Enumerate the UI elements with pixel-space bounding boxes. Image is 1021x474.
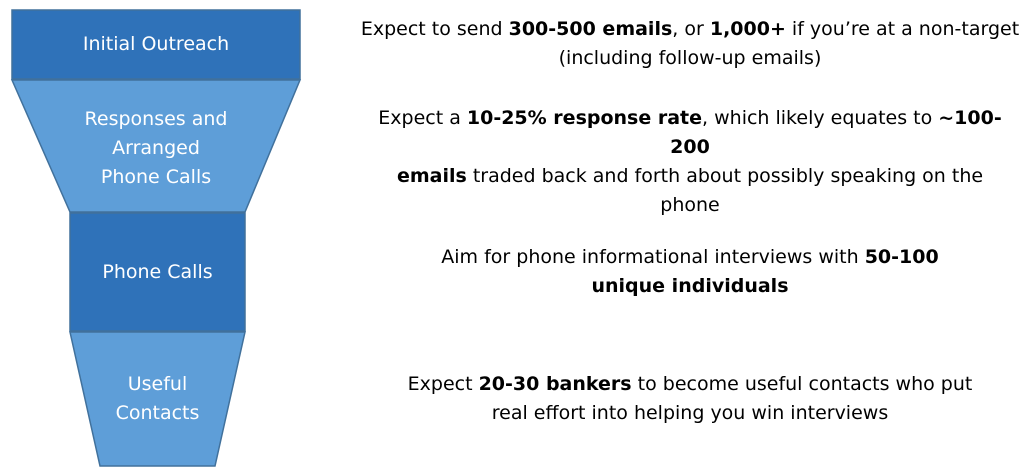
description-4: Expect 20-30 bankers to become useful co… xyxy=(360,370,1020,428)
description-3-line-2: unique individuals xyxy=(360,272,1020,301)
text-segment: Expect xyxy=(407,373,479,395)
funnel-stage-2-line-1: Responses and xyxy=(84,107,228,130)
text-segment: , which likely equates to xyxy=(702,107,939,129)
text-segment: Expect a xyxy=(378,107,467,129)
emphasis-text: 20-30 bankers xyxy=(478,373,632,395)
funnel-stage-1-line-1: Initial Outreach xyxy=(82,33,230,55)
description-1-line-1: Expect to send 300-500 emails, or 1,000+… xyxy=(360,15,1020,44)
description-2: Expect a 10-25% response rate, which lik… xyxy=(360,104,1020,220)
funnel-stage-2-line-3: Phone Calls xyxy=(100,165,212,188)
description-3: Aim for phone informational interviews w… xyxy=(360,243,1020,301)
text-segment: Expect to send xyxy=(360,18,509,40)
funnel-stage-4-label: Useful Contacts xyxy=(70,332,245,468)
text-segment: if you’re at a non-target xyxy=(785,18,1020,40)
funnel-stage-3-line-1: Phone Calls xyxy=(102,260,213,283)
funnel-stage-2-label: Responses and Arranged Phone Calls xyxy=(12,80,300,214)
emphasis-text: 10-25% response rate xyxy=(466,107,703,129)
funnel-stage-3-label: Phone Calls xyxy=(70,213,245,331)
text-segment: traded back and forth about possibly spe… xyxy=(466,165,984,187)
emphasis-text: 50-100 xyxy=(864,246,939,268)
description-1: Expect to send 300-500 emails, or 1,000+… xyxy=(360,15,1020,73)
emphasis-text: 1,000+ xyxy=(709,18,786,40)
funnel-stage-4-line-1: Useful xyxy=(127,373,188,395)
emphasis-text: unique individuals xyxy=(591,275,789,297)
funnel-stage-4-shape xyxy=(69,331,246,467)
funnel-stage-2-line-2: Arranged xyxy=(112,136,200,159)
funnel-stage-1-label: Initial Outreach xyxy=(12,10,300,79)
description-2-line-3: phone xyxy=(660,194,720,216)
description-2-line-1: Expect a 10-25% response rate, which lik… xyxy=(360,104,1020,162)
description-1-line-2: (including follow-up emails) xyxy=(558,47,822,69)
description-4-line-2: real effort into helping you win intervi… xyxy=(491,402,889,424)
funnel-stage-3-shape xyxy=(69,212,246,332)
description-3-line-1: Aim for phone informational interviews w… xyxy=(360,243,1020,272)
emphasis-text: emails xyxy=(396,165,467,187)
text-segment: , or xyxy=(672,18,710,40)
funnel-stage-4-line-2: Contacts xyxy=(115,402,200,424)
funnel-diagram xyxy=(10,9,302,467)
text-segment: Aim for phone informational interviews w… xyxy=(441,246,865,268)
emphasis-text: ~100-200 xyxy=(670,107,1002,158)
description-4-line-1: Expect 20-30 bankers to become useful co… xyxy=(360,370,1020,399)
text-segment: to become useful contacts who put xyxy=(631,373,973,395)
funnel-stage-2-shape xyxy=(10,79,302,213)
description-2-line-2: emails traded back and forth about possi… xyxy=(360,162,1020,191)
funnel-stage-1-shape xyxy=(11,9,301,80)
emphasis-text: 300-500 emails xyxy=(508,18,673,40)
